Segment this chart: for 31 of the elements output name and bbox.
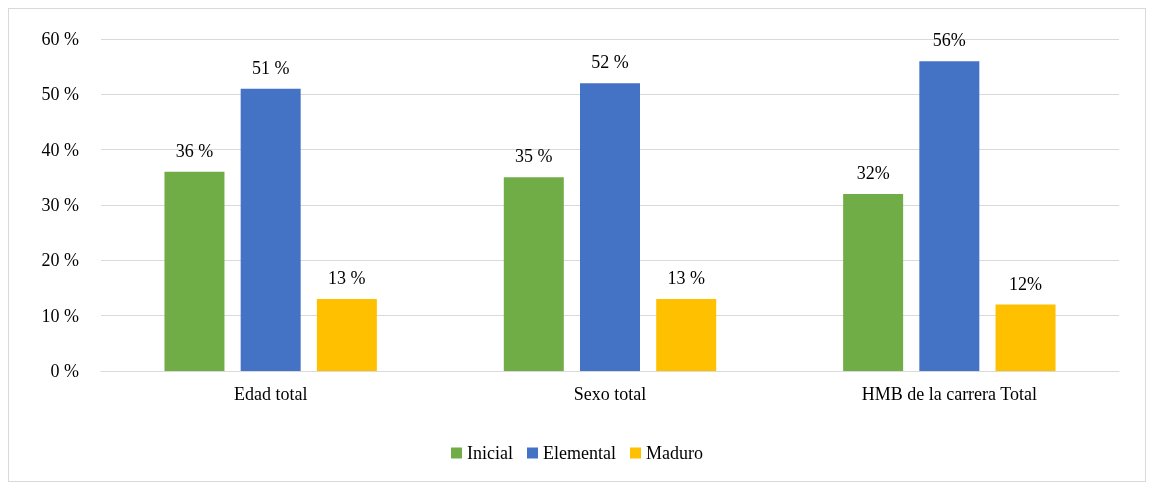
bar <box>240 88 301 371</box>
legend-label: Elemental <box>543 443 616 463</box>
data-label: 36 % <box>175 140 214 161</box>
data-label: 32% <box>856 162 890 183</box>
y-tick-label: 60 % <box>41 29 79 49</box>
x-tick-label: Edad total <box>233 384 308 404</box>
data-label: 35 % <box>515 146 553 167</box>
bar <box>919 61 980 371</box>
y-tick-label: 50 % <box>41 84 79 105</box>
bar <box>316 299 377 371</box>
legend-label: Inicial <box>467 443 514 463</box>
y-tick-label: 20 % <box>41 250 79 271</box>
bar <box>656 299 717 371</box>
y-tick-label: 0 % <box>50 361 79 381</box>
bar <box>843 193 904 371</box>
legend-label: Maduro <box>645 443 703 463</box>
y-tick-label: 10 % <box>41 305 79 326</box>
y-tick-label: 40 % <box>41 139 79 160</box>
data-label: 12% <box>1009 273 1043 294</box>
data-label: 52 % <box>591 52 629 73</box>
data-label: 13 % <box>667 268 705 289</box>
bar <box>503 177 564 371</box>
x-tick-label: HMB de la carrera Total <box>861 384 1038 404</box>
bar <box>580 83 640 371</box>
x-tick-label: Sexo total <box>573 384 647 404</box>
data-label: 13 % <box>328 268 366 289</box>
y-tick-label: 30 % <box>41 195 79 215</box>
bar <box>995 304 1056 371</box>
data-label: 51 % <box>251 57 290 78</box>
data-label: 56% <box>932 30 966 51</box>
bar <box>164 171 225 371</box>
